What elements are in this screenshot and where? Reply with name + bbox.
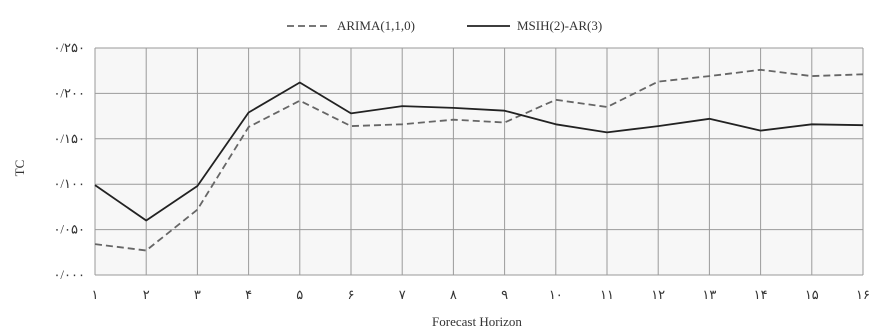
gridlines [94, 47, 864, 276]
x-tick-label: ۱۵ [805, 287, 819, 302]
y-tick-label: ۰/۰۰۰ [53, 267, 85, 282]
x-tick-label: ۱۶ [856, 287, 870, 302]
y-tick-label: ۰/۲۵۰ [53, 40, 85, 55]
x-tick-label: ۱۳ [702, 287, 716, 302]
y-tick-labels: ۰/۰۰۰ ۰/۰۵۰ ۰/۱۰۰ ۰/۱۵۰ ۰/۲۰۰ ۰/۲۵۰ [53, 40, 85, 282]
plot-area [95, 48, 863, 275]
series-line-0 [94, 68, 864, 252]
x-axis-title: Forecast Horizon [432, 314, 522, 329]
x-tick-label: ۳ [194, 287, 201, 302]
x-tick-label: ۱۰ [549, 287, 563, 302]
plot-background [95, 48, 863, 275]
x-tick-label: ۵ [296, 287, 303, 302]
series-lines [94, 68, 864, 252]
legend-label-1: MSIH(2)-AR(3) [517, 18, 602, 33]
y-tick-label: ۰/۱۵۰ [53, 131, 85, 146]
x-tick-labels: ۱ ۲ ۳ ۴ ۵ ۶ ۷ ۸ ۹ ۱۰ ۱۱ ۱۲ ۱۳ ۱۴ ۱۵ ۱۶ [92, 287, 870, 302]
x-tick-label: ۱۱ [600, 287, 614, 302]
y-tick-label: ۰/۲۰۰ [53, 85, 85, 100]
y-axis-title: TC [12, 160, 27, 177]
x-tick-label: ۷ [399, 287, 406, 302]
y-tick-label: ۰/۱۰۰ [53, 176, 85, 191]
legend: ARIMA(1,1,0) MSIH(2)-AR(3) [287, 18, 602, 33]
x-tick-label: ۲ [143, 287, 150, 302]
x-tick-label: ۸ [450, 287, 457, 302]
x-tick-label: ۱۴ [754, 287, 768, 302]
x-tick-label: ۱ [92, 287, 99, 302]
legend-label-0: ARIMA(1,1,0) [337, 18, 415, 33]
x-tick-label: ۹ [501, 287, 508, 302]
x-tick-label: ۶ [348, 287, 355, 302]
x-tick-label: ۴ [245, 287, 252, 302]
y-tick-label: ۰/۰۵۰ [53, 222, 85, 237]
x-tick-label: ۱۲ [651, 287, 665, 302]
series-line-1 [94, 81, 864, 222]
